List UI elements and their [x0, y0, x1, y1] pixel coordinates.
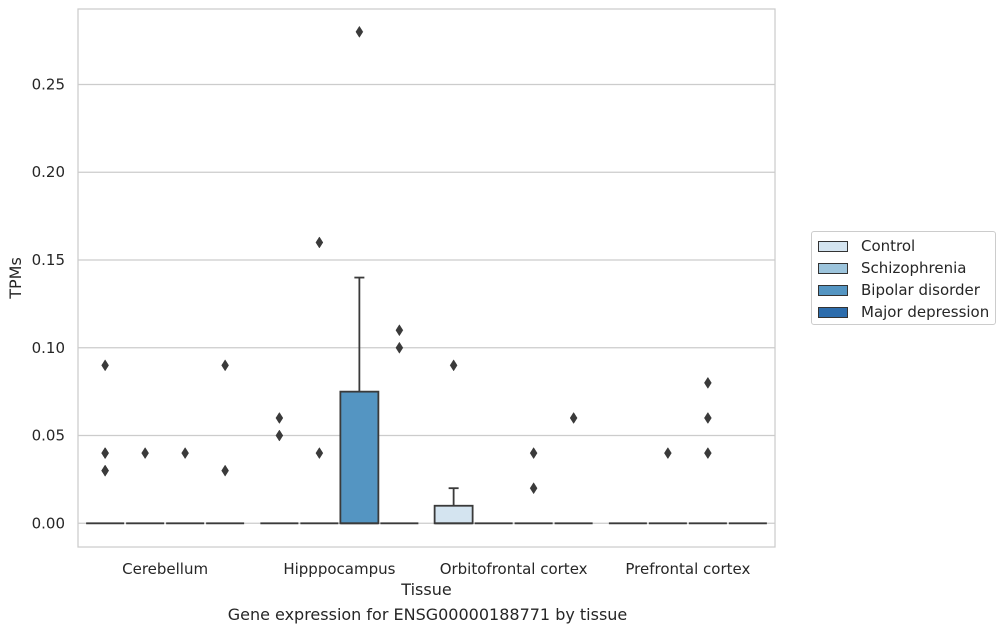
outlier-point	[395, 324, 404, 337]
plot-frame	[77, 8, 776, 548]
outlier-point	[704, 412, 712, 424]
chart-caption: Gene expression for ENSG00000188771 by t…	[227, 605, 628, 624]
legend-swatch-major-depression	[818, 306, 848, 318]
outlier-point	[529, 447, 538, 460]
box-control-orbitofrontal-cortex	[433, 359, 474, 525]
x-tick-label: Hipppocampus	[283, 560, 395, 578]
y-tick-label: 0.20	[32, 163, 65, 181]
legend-item-schizophrenia: Schizophrenia	[818, 258, 966, 278]
legend-label-bipolar-disorder: Bipolar disorder	[861, 281, 980, 299]
outlier-point	[315, 447, 324, 460]
outlier-point	[664, 447, 672, 460]
box-major-depression-hipppocampus	[380, 324, 419, 525]
outlier-point	[275, 429, 284, 442]
box-schizophrenia-hipppocampus	[300, 236, 339, 525]
x-tick-label: Orbitofrontal cortex	[440, 560, 588, 578]
outlier-point	[569, 412, 578, 424]
box-bipolar-disorder-prefrontal-cortex	[688, 376, 727, 525]
outlier-point	[355, 25, 364, 38]
legend-swatch-control	[818, 240, 848, 252]
gridlines	[78, 83, 775, 524]
legend-swatch-bipolar-disorder	[818, 284, 848, 296]
legend-label-major-depression: Major depression	[861, 303, 990, 321]
box-body	[433, 504, 474, 525]
outlier-point	[101, 359, 109, 372]
y-tick-label: 0.15	[32, 251, 65, 269]
box-bipolar-disorder-cerebellum	[166, 447, 205, 525]
outlier-point	[221, 464, 229, 477]
outlier-point	[181, 447, 189, 460]
x-tick-label: Prefrontal cortex	[625, 560, 750, 578]
legend-item-major-depression: Major depression	[818, 302, 989, 322]
outlier-point	[315, 236, 324, 249]
x-tick-label: Cerebellum	[122, 560, 208, 578]
box-schizophrenia-prefrontal-cortex	[648, 447, 687, 525]
box-body	[339, 390, 380, 525]
legend: Control Schizophrenia Bipolar disorder M…	[811, 231, 996, 325]
legend-item-bipolar-disorder: Bipolar disorder	[818, 280, 980, 300]
outlier-point	[101, 464, 109, 477]
outlier-point	[529, 482, 538, 495]
x-tick-labels: Cerebellum Hipppocampus Orbitofrontal cort…	[122, 560, 750, 578]
y-axis-label: TPMs	[6, 257, 25, 300]
y-tick-labels: 0.00 0.05 0.10 0.15 0.20 0.25	[32, 75, 65, 532]
y-tick-label: 0.00	[32, 514, 65, 532]
legend-label-schizophrenia: Schizophrenia	[861, 259, 967, 277]
boxes	[86, 25, 767, 525]
outlier-point	[704, 376, 712, 389]
x-axis-label: Tissue	[400, 580, 451, 599]
outlier-point	[395, 341, 404, 354]
outlier-point	[141, 447, 149, 460]
outlier-point	[221, 359, 229, 372]
legend-label-control: Control	[861, 237, 916, 255]
y-tick-label: 0.25	[32, 75, 65, 93]
box-major-depression-cerebellum	[206, 359, 245, 525]
box-schizophrenia-cerebellum	[126, 447, 165, 525]
box-major-depression-orbitofrontal-cortex	[554, 412, 593, 525]
box-control-hipppocampus	[260, 412, 299, 525]
box-bipolar-disorder-hipppocampus	[339, 25, 380, 525]
outlier-point	[704, 447, 712, 460]
outlier-point	[275, 412, 284, 424]
outlier-point	[101, 447, 109, 460]
outlier-point	[449, 359, 458, 372]
legend-item-control: Control	[818, 236, 915, 256]
y-tick-label: 0.10	[32, 339, 65, 357]
legend-swatch-schizophrenia	[818, 262, 848, 274]
y-tick-label: 0.05	[32, 427, 65, 445]
box-control-cerebellum	[86, 359, 125, 525]
box-bipolar-disorder-orbitofrontal-cortex	[514, 447, 553, 525]
